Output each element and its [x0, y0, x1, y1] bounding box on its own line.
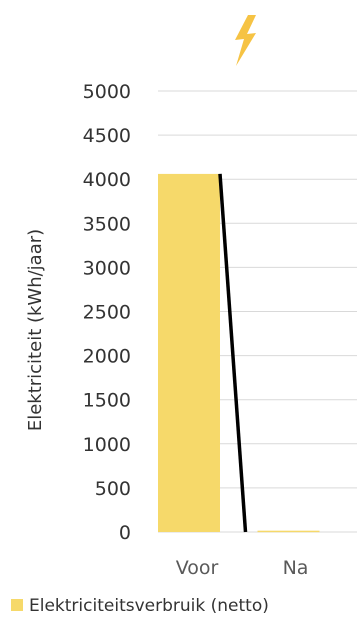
overlay-line — [218, 173, 248, 533]
y-tick-label: 3000 — [83, 257, 131, 279]
y-tick-label: 1500 — [83, 390, 131, 412]
y-tick-label: 2500 — [83, 302, 131, 324]
x-tick-label: Na — [283, 557, 309, 579]
y-tick-label: 5000 — [83, 81, 131, 103]
bars — [158, 173, 320, 533]
bar-voor — [158, 173, 220, 532]
y-axis: 0 500 1000 1500 2000 2500 3000 3500 4000 4500 5000 — [83, 81, 131, 544]
legend: Elektriciteitsverbruik (netto) — [11, 596, 269, 616]
overlay-line-path — [218, 173, 248, 533]
y-tick-label: 3500 — [83, 213, 131, 235]
y-tick-label: 4000 — [83, 169, 131, 191]
legend-label: Elektriciteitsverbruik (netto) — [29, 596, 269, 616]
y-tick-label: 0 — [119, 522, 131, 544]
y-axis-label: Elektriciteit (kWh/jaar) — [25, 229, 46, 431]
x-axis: Voor Na — [176, 557, 309, 579]
x-tick-label: Voor — [176, 557, 219, 579]
lightning-bolt-icon — [235, 15, 256, 66]
y-tick-label: 500 — [95, 478, 131, 500]
y-tick-label: 2000 — [83, 346, 131, 368]
y-tick-label: 4500 — [83, 125, 131, 147]
bar-na — [257, 530, 320, 533]
y-tick-label: 1000 — [83, 434, 131, 456]
legend-swatch — [11, 599, 23, 611]
